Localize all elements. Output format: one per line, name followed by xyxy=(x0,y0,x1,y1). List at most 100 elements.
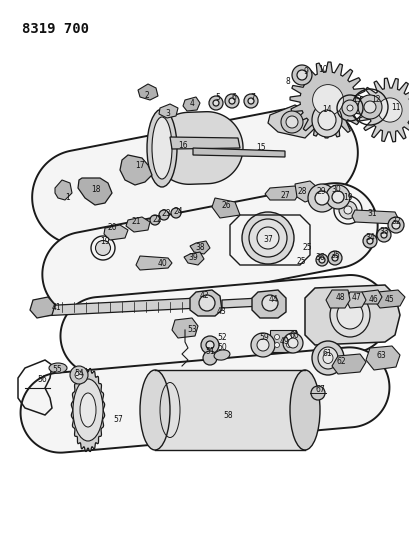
Circle shape xyxy=(202,351,216,365)
Circle shape xyxy=(243,94,257,108)
Text: 48: 48 xyxy=(335,293,344,302)
Ellipse shape xyxy=(363,101,375,113)
Circle shape xyxy=(150,215,160,225)
Text: 5: 5 xyxy=(215,93,220,101)
Text: 47: 47 xyxy=(351,293,361,302)
Ellipse shape xyxy=(311,103,341,137)
Text: 11: 11 xyxy=(390,102,400,111)
Polygon shape xyxy=(211,198,239,218)
Ellipse shape xyxy=(139,370,170,450)
Polygon shape xyxy=(365,346,399,370)
Polygon shape xyxy=(20,348,389,453)
Polygon shape xyxy=(357,78,409,142)
Circle shape xyxy=(331,191,343,203)
Circle shape xyxy=(171,208,180,218)
Text: 29: 29 xyxy=(315,188,325,197)
Text: 36: 36 xyxy=(315,253,324,262)
Polygon shape xyxy=(304,285,399,345)
Circle shape xyxy=(274,343,279,348)
Circle shape xyxy=(318,257,324,263)
Polygon shape xyxy=(357,290,381,304)
Text: 52: 52 xyxy=(217,333,226,342)
Text: 8319 700: 8319 700 xyxy=(22,22,89,36)
Ellipse shape xyxy=(256,227,278,249)
Polygon shape xyxy=(270,330,295,352)
Polygon shape xyxy=(267,105,314,138)
Ellipse shape xyxy=(317,347,337,369)
Ellipse shape xyxy=(256,339,268,351)
Text: 20: 20 xyxy=(107,223,117,232)
Ellipse shape xyxy=(49,363,67,373)
Ellipse shape xyxy=(95,240,110,255)
Polygon shape xyxy=(61,275,389,375)
Ellipse shape xyxy=(152,117,172,179)
Text: 32: 32 xyxy=(390,217,400,227)
Text: 58: 58 xyxy=(222,411,232,421)
Text: 57: 57 xyxy=(113,415,123,424)
Polygon shape xyxy=(351,210,397,224)
Ellipse shape xyxy=(341,100,357,116)
Polygon shape xyxy=(155,370,304,450)
Text: 1: 1 xyxy=(65,193,70,203)
Ellipse shape xyxy=(322,352,332,364)
Text: 38: 38 xyxy=(195,243,204,252)
Polygon shape xyxy=(325,290,349,308)
Text: 31: 31 xyxy=(366,209,376,219)
Polygon shape xyxy=(184,252,204,265)
Circle shape xyxy=(209,96,222,110)
Circle shape xyxy=(229,98,234,104)
Circle shape xyxy=(213,100,218,106)
Text: 7: 7 xyxy=(250,93,255,102)
Ellipse shape xyxy=(248,219,286,257)
Text: 25: 25 xyxy=(301,244,311,253)
Text: 50: 50 xyxy=(217,343,226,352)
Text: 26: 26 xyxy=(220,200,230,209)
Ellipse shape xyxy=(336,301,362,329)
Polygon shape xyxy=(159,104,178,118)
Text: 28: 28 xyxy=(297,187,306,196)
Ellipse shape xyxy=(75,371,83,379)
Circle shape xyxy=(380,232,386,238)
Ellipse shape xyxy=(289,370,319,450)
Text: 4: 4 xyxy=(189,99,194,108)
Ellipse shape xyxy=(346,105,352,111)
Polygon shape xyxy=(172,318,198,338)
Circle shape xyxy=(307,184,335,212)
Circle shape xyxy=(247,98,254,104)
Polygon shape xyxy=(189,290,221,316)
Text: 63: 63 xyxy=(375,351,385,359)
Polygon shape xyxy=(32,105,357,245)
Circle shape xyxy=(286,343,291,348)
Circle shape xyxy=(325,185,349,209)
Polygon shape xyxy=(42,183,377,317)
Circle shape xyxy=(205,341,213,349)
Text: 15: 15 xyxy=(256,143,265,152)
Polygon shape xyxy=(193,148,284,157)
Text: 53: 53 xyxy=(187,326,196,335)
Text: 67: 67 xyxy=(315,385,324,394)
Circle shape xyxy=(225,94,238,108)
Circle shape xyxy=(200,336,218,354)
Text: 33: 33 xyxy=(378,228,388,237)
Text: 45: 45 xyxy=(384,295,394,303)
Circle shape xyxy=(198,295,214,311)
Ellipse shape xyxy=(80,393,96,427)
Text: 17: 17 xyxy=(135,160,144,169)
Circle shape xyxy=(315,254,327,266)
Polygon shape xyxy=(331,354,365,374)
Text: 16: 16 xyxy=(178,141,187,149)
Polygon shape xyxy=(345,292,365,308)
Text: 40: 40 xyxy=(158,260,167,269)
Polygon shape xyxy=(138,84,157,100)
Text: 8: 8 xyxy=(285,77,290,86)
Text: 43: 43 xyxy=(217,306,226,316)
Circle shape xyxy=(377,98,401,122)
Text: 9: 9 xyxy=(303,68,308,77)
Ellipse shape xyxy=(338,201,356,219)
Ellipse shape xyxy=(357,95,381,119)
Polygon shape xyxy=(136,256,172,270)
Ellipse shape xyxy=(73,379,103,441)
Polygon shape xyxy=(289,62,365,138)
Polygon shape xyxy=(38,298,200,316)
Text: 54: 54 xyxy=(74,369,84,378)
